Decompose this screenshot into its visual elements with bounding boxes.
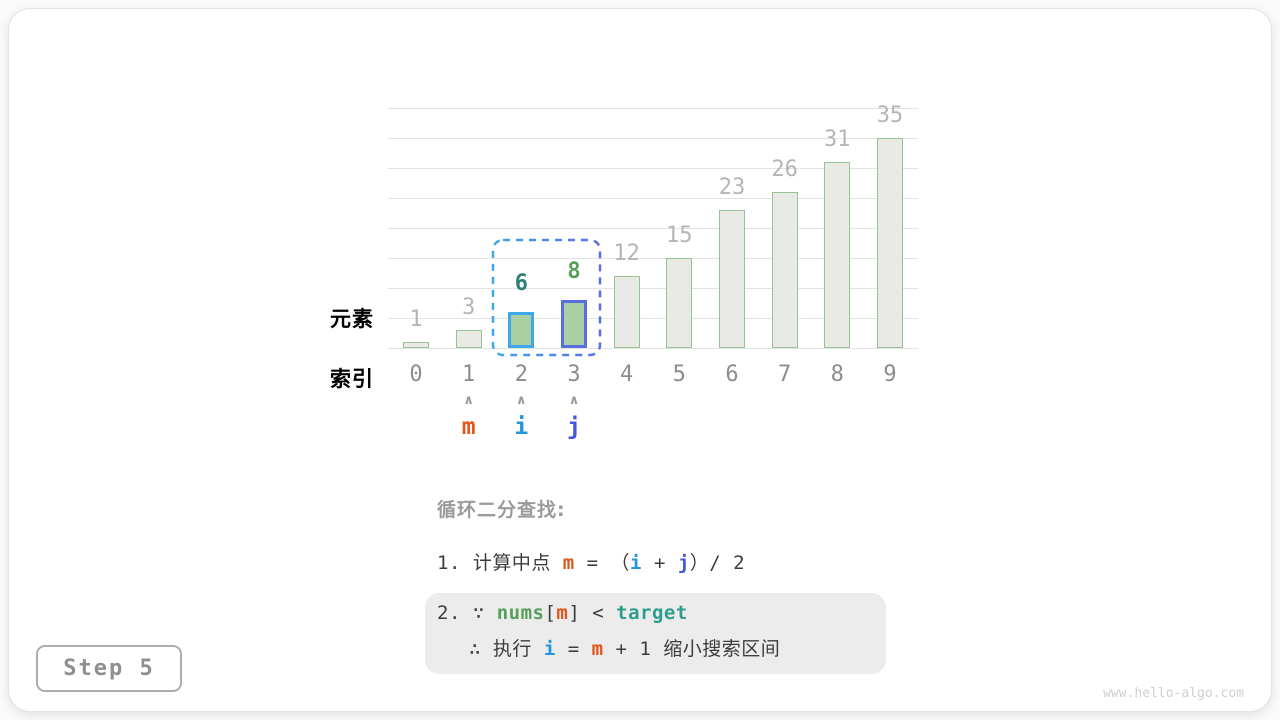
- code-token: m: [556, 602, 569, 624]
- step-badge: Step 5: [36, 645, 182, 692]
- gridline: [388, 318, 918, 319]
- code-token: i: [630, 552, 642, 574]
- index-label: 5: [672, 362, 686, 387]
- gridline: [388, 138, 918, 139]
- gridline: [388, 168, 918, 169]
- element-row-label: 元素: [330, 307, 374, 331]
- bar: [403, 342, 429, 348]
- text-segment: 2. ∵: [437, 602, 497, 624]
- bar: [666, 258, 693, 348]
- bar-value-label: 26: [771, 157, 798, 182]
- bar: [718, 210, 745, 348]
- gridline: [388, 198, 918, 199]
- pointer-arrow-icon: ∧: [516, 393, 527, 408]
- index-label: 8: [830, 362, 844, 387]
- highlighted-bar: [560, 300, 587, 348]
- code-token: j: [677, 552, 690, 574]
- gridline: [388, 258, 918, 259]
- text-segment: ）/ 2: [689, 552, 746, 574]
- pointer-arrow-icon: ∧: [463, 393, 474, 408]
- bar: [876, 138, 903, 348]
- bar-value-label: 6: [514, 271, 528, 296]
- bar: [455, 330, 482, 348]
- bar-value-label: 15: [666, 223, 693, 248]
- watermark: www.hello-algo.com: [1103, 686, 1244, 701]
- code-token: i: [543, 638, 556, 660]
- gridline: [388, 288, 918, 289]
- bar: [613, 276, 640, 348]
- text-segment: ] <: [568, 602, 617, 624]
- index-label: 4: [620, 362, 634, 387]
- code-token: m: [562, 552, 575, 574]
- formula-line: 1. 计算中点 m = （i + j）/ 2: [437, 548, 745, 575]
- text-segment: = （: [574, 552, 631, 574]
- pointer-arrow-icon: ∧: [568, 393, 580, 408]
- index-label: 9: [883, 362, 897, 387]
- code-token: m: [591, 638, 604, 660]
- index-label: 1: [462, 362, 476, 387]
- pointer-label: m: [461, 414, 476, 440]
- bar: [824, 162, 851, 348]
- text-segment: ∴ 执行: [469, 638, 544, 660]
- conclusion-line-1: 2. ∵ nums[m] < target: [437, 602, 688, 624]
- text-segment: +: [642, 552, 678, 574]
- bar-value-label: 8: [567, 259, 581, 284]
- bar-value-label: 12: [613, 241, 640, 266]
- index-label: 6: [725, 362, 739, 387]
- text-segment: 1. 计算中点: [437, 552, 563, 574]
- conclusion-box: [425, 593, 886, 674]
- conclusion-line-2: ∴ 执行 i = m + 1 缩小搜索区间: [469, 634, 780, 661]
- text-segment: + 1 缩小搜索区间: [603, 638, 781, 660]
- bar-value-label: 31: [824, 127, 851, 152]
- code-token: nums: [496, 602, 545, 624]
- description-title: 循环二分查找:: [437, 499, 566, 521]
- index-label: 2: [514, 362, 528, 387]
- bar-value-label: 23: [718, 175, 746, 200]
- text-segment: [: [544, 602, 557, 624]
- bar: [771, 192, 798, 348]
- gridline: [388, 348, 918, 349]
- index-label: 3: [567, 362, 581, 387]
- pointer-label: j: [567, 414, 581, 440]
- code-token: target: [616, 602, 688, 624]
- gridline: [388, 108, 918, 109]
- index-row-label: 索引: [330, 367, 374, 391]
- bar-value-label: 3: [462, 295, 476, 320]
- gridline: [388, 228, 918, 229]
- index-label: 0: [409, 362, 423, 387]
- index-label: 7: [777, 362, 792, 387]
- text-segment: =: [555, 638, 592, 660]
- highlighted-bar: [508, 312, 535, 348]
- bar-value-label: 35: [876, 103, 904, 128]
- pointer-label: i: [514, 414, 529, 440]
- search-range-box: [491, 238, 602, 357]
- bar-value-label: 1: [409, 307, 423, 332]
